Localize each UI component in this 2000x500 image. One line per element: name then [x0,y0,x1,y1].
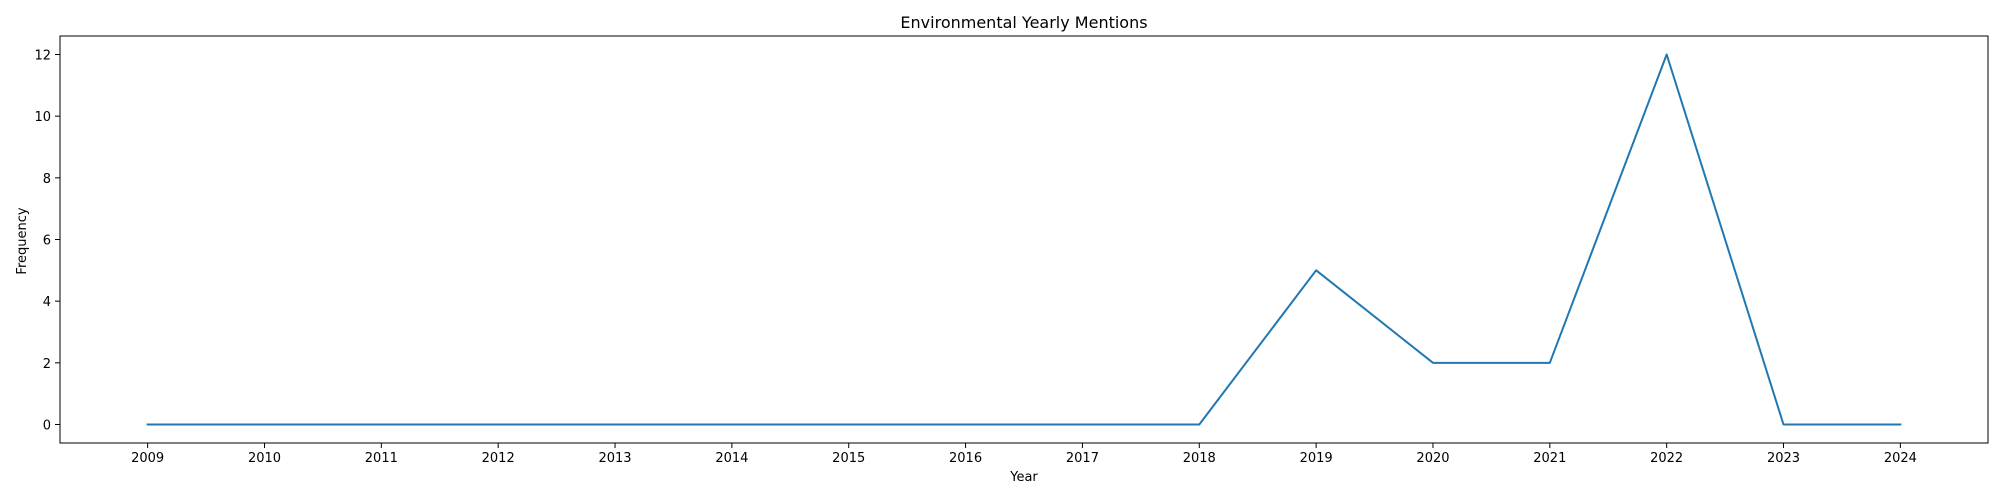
x-tick-label: 2011 [365,451,398,466]
x-tick-label: 2010 [248,451,281,466]
x-tick-label: 2013 [598,451,631,466]
y-tick-label: 8 [43,172,51,187]
y-tick-label: 0 [43,419,51,434]
y-axis-label: Frequency [15,207,30,274]
y-tick-label: 6 [43,234,51,249]
x-tick-label: 2014 [715,451,748,466]
y-tick-label: 4 [43,295,51,310]
x-tick-label: 2024 [1884,451,1917,466]
y-tick-label: 12 [34,49,51,64]
x-tick-label: 2012 [482,451,515,466]
y-tick-label: 2 [43,357,51,372]
x-tick-label: 2009 [131,451,164,466]
x-tick-label: 2020 [1416,451,1449,466]
x-tick-label: 2023 [1767,451,1800,466]
x-tick-label: 2021 [1533,451,1566,466]
x-tick-label: 2022 [1650,451,1683,466]
x-tick-label: 2017 [1066,451,1099,466]
chart-title: Environmental Yearly Mentions [900,13,1147,32]
x-tick-label: 2016 [949,451,982,466]
x-tick-label: 2015 [832,451,865,466]
axes-frame [59,35,1989,444]
x-tick-label: 2018 [1183,451,1216,466]
y-tick-label: 10 [34,110,51,125]
x-tick-label: 2019 [1300,451,1333,466]
plot-area: 2009 2010 2011 2012 2013 2014 2015 2016 2017 2018… [34,35,1989,466]
series-line [146,53,1902,426]
x-axis-label: Year [1009,470,1038,485]
